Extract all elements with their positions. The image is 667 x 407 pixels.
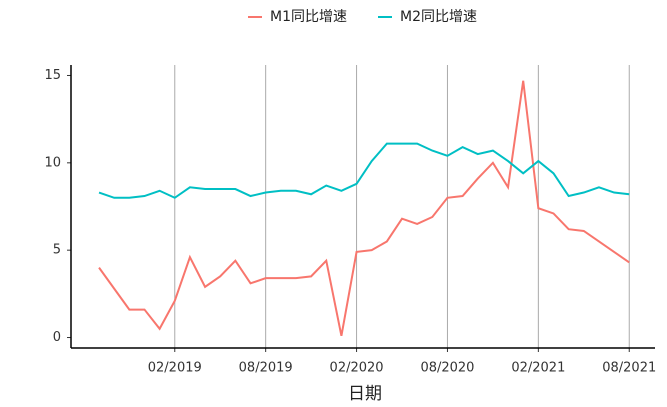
legend-label: M2同比增速: [400, 9, 477, 25]
x-tick-label: 02/2019: [148, 361, 202, 376]
y-tick-label: 5: [53, 243, 61, 258]
series-line: [98, 142, 630, 199]
y-tick-label: 0: [53, 330, 61, 345]
y-tick-label: 15: [44, 68, 61, 83]
x-tick-label: 08/2019: [239, 361, 293, 376]
x-tick-label: 08/2021: [602, 361, 656, 376]
series-line: [98, 80, 630, 336]
x-tick-label: 02/2020: [330, 361, 384, 376]
x-axis-label: 日期: [348, 384, 382, 404]
x-tick-label: 02/2021: [511, 361, 565, 376]
x-tick-label: 08/2020: [420, 361, 474, 376]
legend-label: M1同比增速: [270, 9, 347, 25]
y-tick-label: 10: [44, 155, 61, 170]
